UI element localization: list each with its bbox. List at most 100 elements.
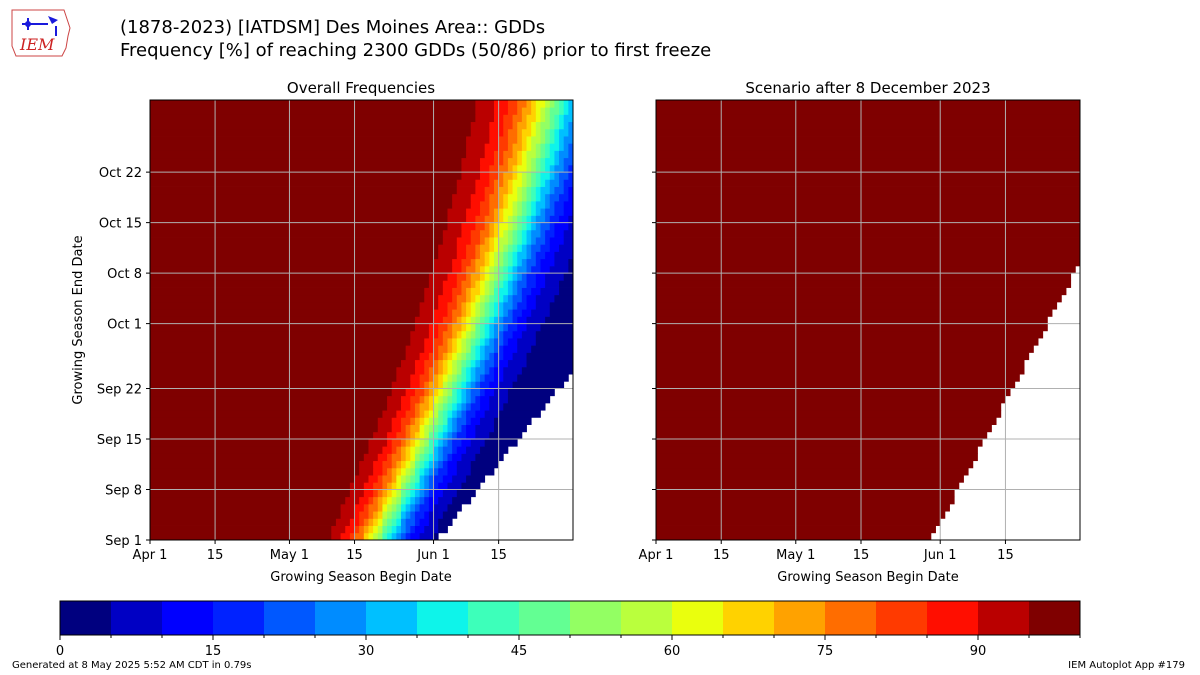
heatmap-cell bbox=[447, 453, 453, 462]
heatmap-cell bbox=[517, 265, 527, 274]
heatmap-cell bbox=[503, 193, 509, 202]
heatmap-cell bbox=[414, 489, 421, 498]
heatmap-cell bbox=[438, 410, 444, 418]
heatmap-cell bbox=[554, 229, 565, 238]
heatmap-cell bbox=[401, 518, 407, 526]
heatmap-cell bbox=[512, 143, 523, 151]
y-tick-label: Oct 22 bbox=[99, 166, 142, 181]
colorbar-tick-label: 75 bbox=[817, 644, 834, 659]
heatmap-cell bbox=[377, 532, 383, 541]
heatmap-cell bbox=[531, 251, 537, 260]
heatmap-cell bbox=[461, 359, 467, 368]
heatmap-cell bbox=[461, 395, 467, 404]
heatmap-cell bbox=[540, 107, 546, 115]
heatmap-cell bbox=[493, 280, 500, 288]
heatmap-cell bbox=[419, 475, 425, 483]
heatmap-cell bbox=[150, 381, 393, 389]
heatmap-cell bbox=[507, 193, 518, 202]
heatmap-cell bbox=[475, 431, 490, 440]
heatmap-cell bbox=[535, 128, 541, 137]
heatmap-cell bbox=[433, 503, 448, 512]
heatmap-cell bbox=[475, 374, 481, 382]
heatmap-cell bbox=[507, 309, 513, 317]
heatmap-cell bbox=[414, 431, 421, 440]
heatmap-cell bbox=[480, 294, 486, 303]
heatmap-cell bbox=[438, 395, 444, 404]
heatmap-cell bbox=[503, 200, 509, 209]
heatmap-cell bbox=[442, 330, 453, 339]
heatmap-cell bbox=[461, 280, 472, 288]
heatmap-cell bbox=[377, 475, 383, 483]
heatmap-cell bbox=[424, 366, 430, 375]
heatmap-cell bbox=[535, 215, 546, 224]
heatmap-cell bbox=[498, 251, 504, 260]
heatmap-cell bbox=[489, 244, 495, 252]
heatmap-cell bbox=[424, 388, 430, 397]
heatmap-cell bbox=[396, 374, 411, 382]
heatmap-cell bbox=[498, 215, 504, 224]
heatmap-cell bbox=[150, 323, 416, 332]
heatmap-cell bbox=[535, 294, 555, 303]
heatmap-cell bbox=[470, 200, 481, 209]
heatmap-cell bbox=[545, 150, 551, 159]
heatmap-cell bbox=[540, 208, 546, 216]
heatmap-cell bbox=[498, 143, 509, 151]
heatmap-cell bbox=[349, 482, 365, 490]
heatmap-cell bbox=[414, 402, 421, 411]
heatmap-cell bbox=[396, 482, 402, 490]
heatmap-cell bbox=[452, 330, 458, 339]
heatmap-cell bbox=[484, 359, 495, 368]
heatmap-cell bbox=[656, 143, 1081, 151]
heatmap-cell bbox=[559, 143, 565, 151]
heatmap-cell bbox=[424, 475, 430, 483]
heatmap-cell bbox=[470, 338, 476, 346]
heatmap-cell bbox=[521, 200, 527, 209]
heatmap-cell bbox=[391, 424, 402, 433]
heatmap-cell bbox=[512, 164, 518, 173]
heatmap-cell bbox=[387, 402, 402, 411]
heatmap-cell bbox=[526, 157, 532, 166]
heatmap-cell bbox=[466, 244, 476, 252]
heatmap-cell bbox=[559, 280, 574, 288]
heatmap-cell bbox=[549, 164, 555, 173]
heatmap-cell bbox=[656, 431, 988, 440]
heatmap-cell bbox=[545, 136, 551, 144]
y-tick-label: Sep 1 bbox=[105, 534, 142, 549]
heatmap-cell bbox=[498, 222, 509, 231]
heatmap-cell bbox=[433, 395, 439, 404]
x-tick-label: Apr 1 bbox=[133, 548, 168, 563]
heatmap-cell bbox=[405, 439, 411, 447]
heatmap-cell bbox=[331, 525, 346, 534]
heatmap-cell bbox=[405, 518, 416, 526]
heatmap-cell bbox=[452, 345, 458, 353]
heatmap-cell bbox=[405, 388, 416, 397]
heatmap-cell bbox=[480, 265, 486, 274]
heatmap-cell bbox=[442, 475, 453, 483]
heatmap-cell bbox=[512, 316, 518, 324]
heatmap-cell bbox=[150, 345, 407, 353]
heatmap-cell bbox=[442, 395, 448, 404]
heatmap-cell bbox=[554, 186, 565, 195]
heatmap-cell bbox=[452, 309, 462, 317]
heatmap-cell bbox=[150, 258, 434, 267]
heatmap-cell bbox=[656, 309, 1053, 317]
heatmap-cell bbox=[656, 128, 1081, 137]
heatmap-cell bbox=[150, 215, 448, 224]
heatmap-cell bbox=[470, 309, 476, 317]
heatmap-cell bbox=[419, 467, 425, 476]
colorbar: 0 15 30 45 60 75 90 bbox=[56, 600, 1081, 659]
heatmap-cell bbox=[656, 301, 1058, 310]
heatmap-cell bbox=[466, 309, 472, 317]
heatmap-cell bbox=[410, 482, 416, 490]
heatmap-cell bbox=[554, 200, 565, 209]
heatmap-cell bbox=[345, 496, 360, 505]
heatmap-cell bbox=[405, 482, 411, 490]
heatmap-cell bbox=[480, 172, 490, 180]
heatmap-cell bbox=[489, 200, 500, 209]
heatmap-cell bbox=[359, 511, 369, 519]
heatmap-cell bbox=[470, 280, 476, 288]
heatmap-cell bbox=[517, 374, 569, 382]
heatmap-cell bbox=[354, 532, 365, 541]
heatmap-cell bbox=[489, 193, 500, 202]
